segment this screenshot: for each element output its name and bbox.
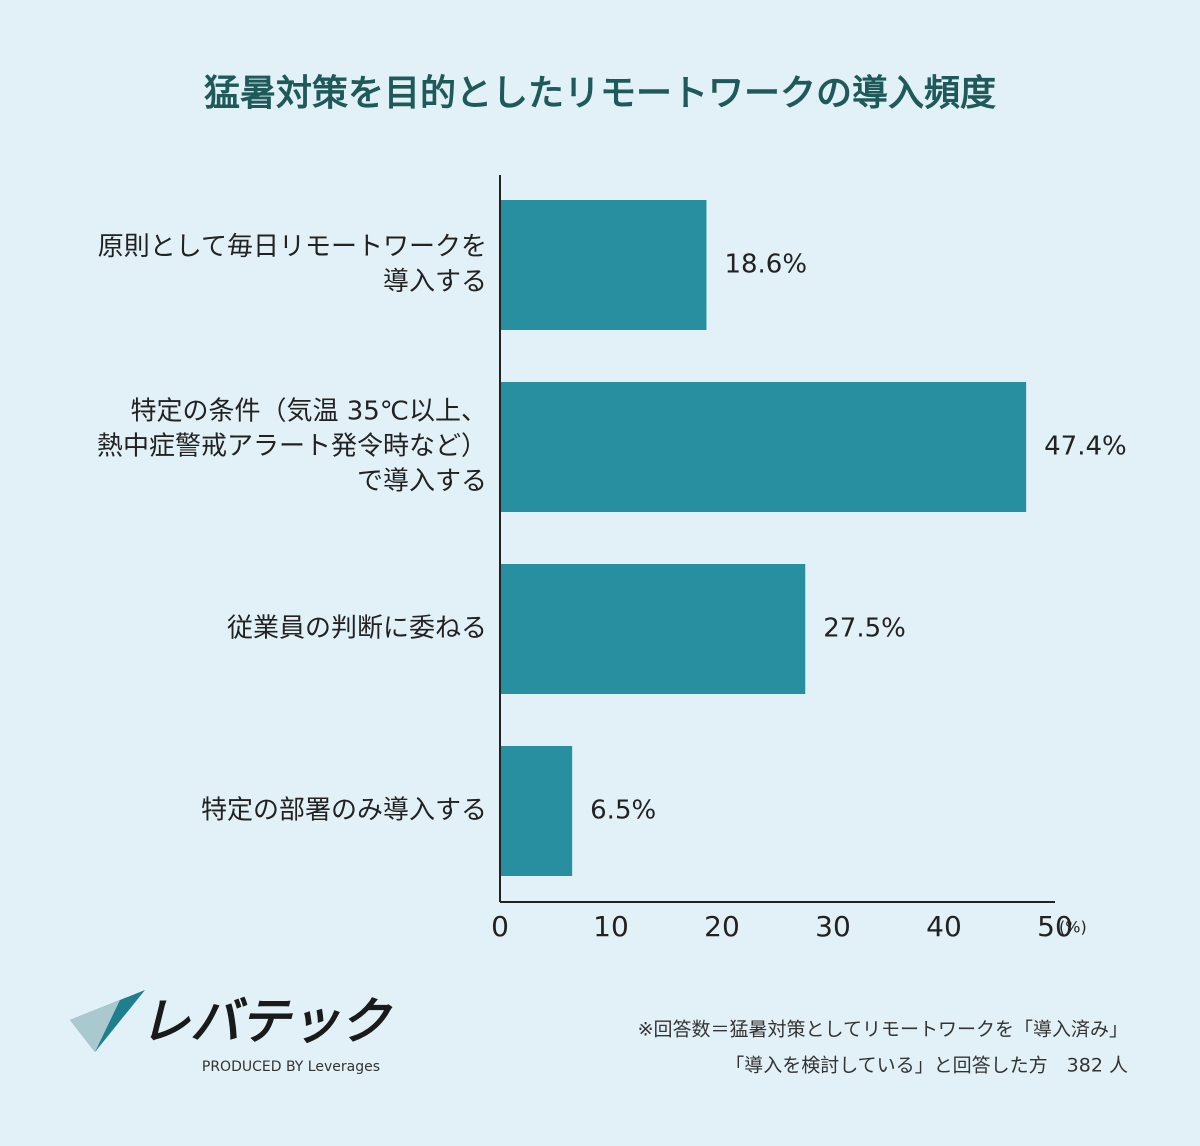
logo-text: レバテック	[140, 993, 393, 1051]
chart-title: 猛暑対策を目的としたリモートワークの導入頻度	[204, 73, 996, 114]
logo: レバテック PRODUCED BY Leverages	[70, 990, 393, 1075]
value-label: 18.6%	[724, 250, 807, 280]
y-tick-label: 特定の条件（気温 35℃以上、	[130, 397, 487, 427]
x-tick-label: 10	[593, 910, 629, 943]
value-label: 47.4%	[1044, 432, 1127, 462]
footnote: 「導入を検討している」と回答した方 382 人	[725, 1055, 1128, 1077]
y-tick-label: で導入する	[357, 467, 487, 497]
bar	[500, 200, 707, 330]
logo-sub: PRODUCED BY Leverages	[202, 1059, 380, 1075]
x-tick-label: 30	[815, 910, 851, 943]
bar	[500, 564, 806, 694]
y-tick-label: 特定の部署のみ導入する	[201, 796, 487, 826]
x-tick-label: 20	[704, 910, 740, 943]
bar	[500, 746, 573, 876]
value-label: 6.5%	[590, 796, 656, 826]
logo-mark	[70, 1000, 120, 1052]
y-tick-label: 従業員の判断に委ねる	[227, 614, 487, 644]
x-axis-label: (%)	[1059, 918, 1087, 937]
x-tick-label: 0	[491, 910, 509, 943]
footnote: ※回答数＝猛暑対策としてリモートワークを「導入済み」	[638, 1019, 1128, 1041]
x-tick-label: 50	[1037, 910, 1073, 943]
x-tick-label: 40	[926, 910, 962, 943]
y-tick-label: 導入する	[383, 267, 487, 297]
value-label: 27.5%	[823, 614, 906, 644]
y-tick-label: 熱中症警戒アラート発令時など）	[97, 432, 487, 462]
y-tick-label: 原則として毎日リモートワークを	[98, 232, 487, 262]
bar	[500, 382, 1027, 512]
